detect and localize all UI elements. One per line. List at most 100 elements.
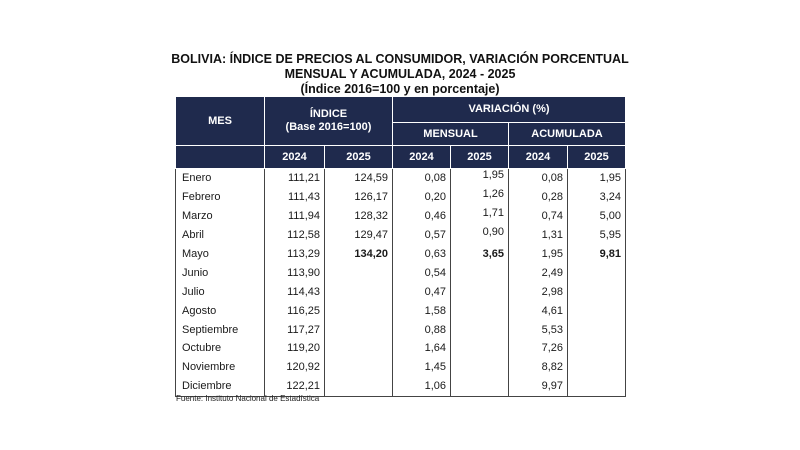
cell-mes: Octubre: [175, 339, 265, 358]
table-row: Abril 112,58 129,47 0,57 0,90 1,31 5,95: [175, 225, 627, 245]
cell-mensual-2025: [450, 282, 509, 302]
cell-mes: Septiembre: [175, 320, 265, 340]
header-year: 2025: [450, 145, 509, 169]
cell-mensual-2024: 1,06: [392, 376, 451, 397]
header-year: 2024: [392, 145, 451, 169]
cell-indice-2024: 113,29: [264, 244, 325, 264]
cell-acumulada-2024: 8,82: [508, 357, 568, 377]
cell-mes: Junio: [175, 263, 265, 283]
table-row: Octubre 119,20 1,64 7,26: [175, 339, 627, 358]
cell-mensual-2024: 0,57: [392, 225, 451, 245]
cell-indice-2025: [324, 339, 393, 358]
cell-mensual-2024: 0,20: [392, 187, 451, 207]
header-year: 2024: [508, 145, 568, 169]
cell-acumulada-2025: 3,24: [566, 187, 627, 207]
cell-indice-2024: 114,43: [264, 282, 325, 302]
cell-mensual-2024: 0,08: [392, 167, 451, 188]
cell-acumulada-2024: 5,53: [508, 320, 568, 340]
table-row: Enero 111,21 124,59 0,08 1,95 0,08 1,95: [175, 167, 627, 188]
cell-mensual-2024: 1,64: [392, 339, 451, 358]
cell-mensual-2025: [450, 263, 509, 283]
cell-mes: Marzo: [175, 206, 265, 226]
header-indice: ÍNDICE (Base 2016=100): [264, 96, 393, 146]
cell-mensual-2024: 0,46: [392, 206, 451, 226]
cell-indice-2024: 111,94: [264, 206, 325, 226]
cell-acumulada-2025: [566, 301, 627, 321]
cell-acumulada-2025: [566, 376, 627, 397]
cell-acumulada-2024: 0,08: [508, 167, 568, 188]
cell-mensual-2025: 0,90: [450, 225, 509, 245]
title-line-1: BOLIVIA: ÍNDICE DE PRECIOS AL CONSUMIDOR…: [171, 52, 629, 66]
cell-indice-2024: 111,43: [264, 187, 325, 207]
header-year: 2025: [324, 145, 393, 169]
cell-indice-2024: 116,25: [264, 301, 325, 321]
table-row: Diciembre 122,21 1,06 9,97: [175, 376, 627, 397]
cell-mensual-2024: 0,54: [392, 263, 451, 283]
title-line-3: (Índice 2016=100 y en porcentaje): [300, 82, 500, 96]
cell-indice-2024: 120,92: [264, 357, 325, 377]
cell-acumulada-2025: 9,81: [566, 244, 627, 264]
cell-indice-2025: [324, 263, 393, 283]
cell-mes: Mayo: [175, 244, 265, 264]
cpi-table: MES ÍNDICE (Base 2016=100) VARIACIÓN (%)…: [175, 96, 627, 397]
cell-mensual-2025: [450, 320, 509, 340]
header-mes: MES: [175, 96, 265, 146]
cell-mes: Julio: [175, 282, 265, 302]
header-indice-line1: ÍNDICE: [309, 108, 348, 120]
cell-indice-2025: 126,17: [324, 187, 393, 207]
header-empty: [175, 145, 265, 169]
header-year: 2025: [566, 145, 627, 169]
cell-mes: Enero: [175, 167, 265, 188]
cell-acumulada-2024: 0,28: [508, 187, 568, 207]
cell-acumulada-2025: 5,00: [566, 206, 627, 226]
cell-indice-2024: 112,58: [264, 225, 325, 245]
cell-acumulada-2024: 1,31: [508, 225, 568, 245]
header-mensual: MENSUAL: [392, 122, 509, 146]
cell-indice-2025: [324, 376, 393, 397]
cell-acumulada-2025: [566, 339, 627, 358]
cell-indice-2025: 129,47: [324, 225, 393, 245]
cell-acumulada-2024: 2,49: [508, 263, 568, 283]
cell-mes: Febrero: [175, 187, 265, 207]
cell-mes: Abril: [175, 225, 265, 245]
cell-mensual-2024: 1,45: [392, 357, 451, 377]
cell-indice-2025: [324, 320, 393, 340]
cell-mes: Noviembre: [175, 357, 265, 377]
table-title: BOLIVIA: ÍNDICE DE PRECIOS AL CONSUMIDOR…: [150, 52, 650, 97]
cell-mensual-2025: [450, 376, 509, 397]
cell-indice-2025: [324, 357, 393, 377]
table-row: Agosto 116,25 1,58 4,61: [175, 301, 627, 321]
cell-mes: Diciembre: [175, 376, 265, 397]
cell-mensual-2024: 0,47: [392, 282, 451, 302]
table-row: Junio 113,90 0,54 2,49: [175, 263, 627, 283]
header-indice-line2: (Base 2016=100): [285, 121, 372, 133]
cell-mensual-2024: 0,88: [392, 320, 451, 340]
cell-indice-2024: 119,20: [264, 339, 325, 358]
cell-mensual-2025: [450, 301, 509, 321]
cell-indice-2025: 128,32: [324, 206, 393, 226]
cell-indice-2025: [324, 282, 393, 302]
cell-acumulada-2024: 7,26: [508, 339, 568, 358]
cell-indice-2025: 134,20: [324, 244, 393, 264]
cell-acumulada-2024: 0,74: [508, 206, 568, 226]
cell-indice-2024: 113,90: [264, 263, 325, 283]
cell-indice-2025: 124,59: [324, 167, 393, 188]
cell-acumulada-2025: [566, 282, 627, 302]
table-row: Mayo 113,29 134,20 0,63 3,65 1,95 9,81: [175, 244, 627, 264]
cell-acumulada-2025: [566, 320, 627, 340]
cell-mensual-2025: [450, 357, 509, 377]
table-row: Noviembre 120,92 1,45 8,82: [175, 357, 627, 377]
cell-mes: Agosto: [175, 301, 265, 321]
table-row: Febrero 111,43 126,17 0,20 1,26 0,28 3,2…: [175, 187, 627, 207]
cell-acumulada-2024: 9,97: [508, 376, 568, 397]
cell-indice-2024: 117,27: [264, 320, 325, 340]
cell-mensual-2025: 1,71: [450, 206, 509, 226]
cell-indice-2024: 111,21: [264, 167, 325, 188]
title-line-2: MENSUAL Y ACUMULADA, 2024 - 2025: [284, 67, 516, 81]
cell-acumulada-2025: [566, 357, 627, 377]
cell-acumulada-2025: 1,95: [566, 167, 627, 188]
table-row: Julio 114,43 0,47 2,98: [175, 282, 627, 302]
header-acumulada: ACUMULADA: [507, 122, 627, 146]
cell-mensual-2025: 1,95: [450, 167, 509, 188]
cell-indice-2025: [324, 301, 393, 321]
